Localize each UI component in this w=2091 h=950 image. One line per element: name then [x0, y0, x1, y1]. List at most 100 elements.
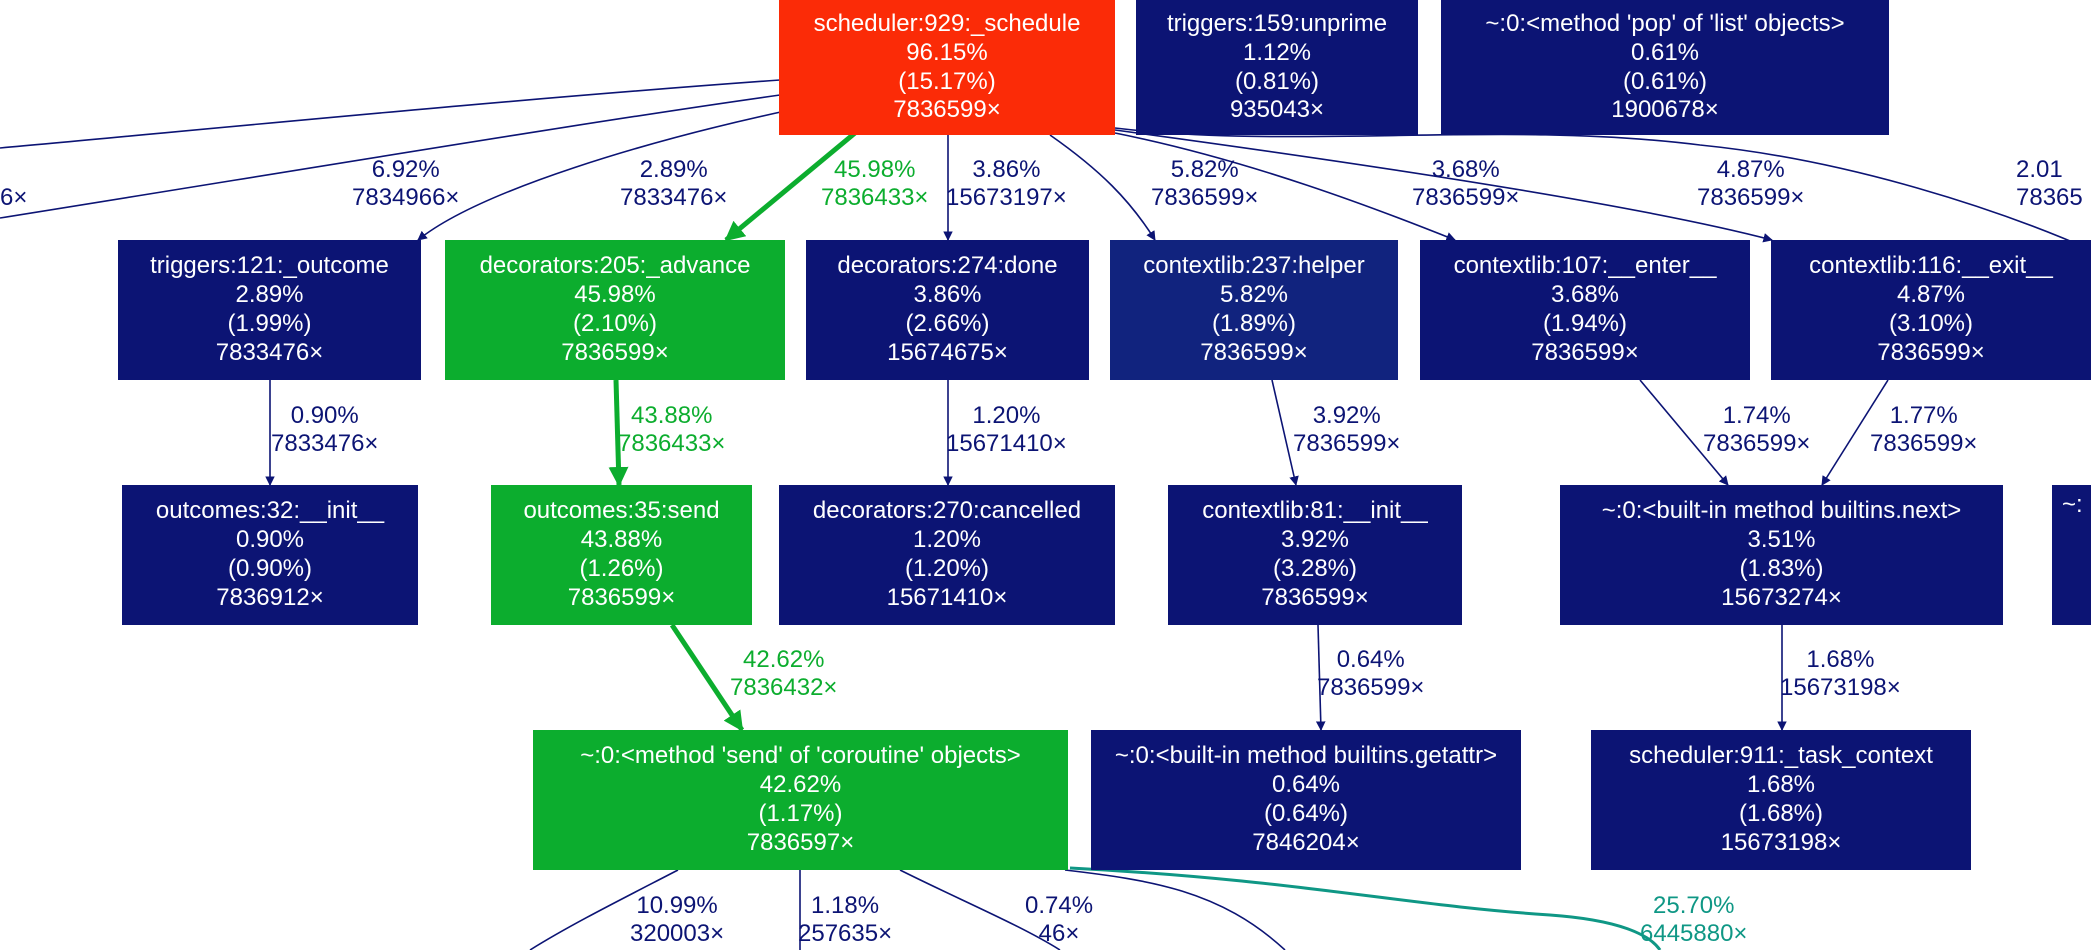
edge-calls: 7836599× [1151, 184, 1259, 211]
node-partial-right[interactable]: ~: [2052, 485, 2091, 625]
edge-coro-teal [1069, 866, 1662, 950]
edge-calls: 15671410× [946, 430, 1067, 457]
node-total: 42.62% [759, 771, 842, 799]
node-outcome[interactable]: triggers:121:_outcome 2.89% (1.99%) 7833… [118, 240, 421, 380]
edge-label: 0.90% 7833476× [271, 402, 378, 458]
edge-calls: 7836599× [1317, 674, 1425, 701]
node-done[interactable]: decorators:274:done 3.86% (2.66%) 156746… [806, 240, 1089, 380]
edge-pct: 10.99% [636, 892, 718, 919]
node-total: 2.89% [235, 281, 304, 309]
node-self: (1.68%) [1738, 800, 1824, 827]
node-self: (1.94%) [1542, 310, 1628, 337]
node-total: 3.86% [913, 281, 982, 309]
node-name: scheduler:929:_schedule [813, 9, 1081, 37]
edge-send-corosend [669, 623, 745, 732]
node-name: decorators:205:_advance [479, 252, 751, 280]
node-calls: 7836599× [1877, 338, 1985, 366]
node-name: ~:0:<built-in method builtins.next> [1601, 497, 1962, 525]
edge-schedule-outcome-long [0, 94, 781, 219]
node-enter[interactable]: contextlib:107:__enter__ 3.68% (1.94%) 7… [1420, 240, 1750, 380]
node-calls: 7836597× [746, 828, 855, 856]
node-total: 0.61% [1630, 38, 1700, 66]
edge-ctxinit-getattr [1315, 624, 1326, 731]
edge-label: 3.68% 7836599× [1412, 156, 1519, 212]
edge-calls: 6× [0, 184, 28, 211]
node-self: (3.28%) [1272, 555, 1358, 582]
node-calls: 15674675× [887, 338, 1008, 366]
node-calls: 7836599× [561, 338, 669, 366]
node-name: ~: [2062, 491, 2083, 518]
node-self: (0.64%) [1263, 800, 1349, 827]
node-total: 3.51% [1747, 526, 1816, 554]
edge-helper-ctxinit [1271, 379, 1299, 486]
edge-label: 2.89% 7833476× [620, 156, 727, 212]
node-calls: 7836599× [567, 583, 676, 611]
node-cancelled[interactable]: decorators:270:cancelled 1.20% (1.20%) 1… [779, 485, 1115, 625]
node-coro-send[interactable]: ~:0:<method 'send' of 'coroutine' object… [533, 730, 1068, 870]
node-exit[interactable]: contextlib:116:__exit__ 4.87% (3.10%) 78… [1771, 240, 2091, 380]
node-getattr[interactable]: ~:0:<built-in method builtins.getattr> 0… [1091, 730, 1521, 870]
edge-schedule-exit [1114, 129, 1773, 243]
node-name: contextlib:237:helper [1143, 252, 1365, 280]
node-calls: 15673198× [1720, 828, 1842, 856]
node-total: 0.64% [1271, 771, 1341, 799]
edge-calls: 15673197× [946, 184, 1067, 211]
node-self: (2.10%) [572, 310, 658, 337]
edge-label: 4.87% 7836599× [1697, 156, 1804, 212]
edge-pct: 43.88% [631, 402, 713, 429]
node-unprime[interactable]: triggers:159:unprime 1.12% (0.81%) 93504… [1136, 0, 1418, 135]
edge-pct: 5.82% [1170, 156, 1239, 183]
edge-pct: 0.64% [1336, 646, 1405, 673]
edge-pct: 42.62% [743, 646, 825, 673]
node-advance[interactable]: decorators:205:_advance 45.98% (2.10%) 7… [445, 240, 785, 380]
edge-pct: 0.74% [1025, 892, 1094, 919]
node-name: decorators:274:done [837, 252, 1058, 280]
node-pop[interactable]: ~:0:<method 'pop' of 'list' objects> 0.6… [1441, 0, 1889, 135]
edge-pct: 1.18% [811, 892, 880, 919]
node-total: 3.68% [1550, 281, 1620, 309]
edge-calls: 46× [1038, 920, 1080, 947]
node-total: 96.15% [906, 38, 988, 66]
node-ctx-init[interactable]: contextlib:81:__init__ 3.92% (3.28%) 783… [1168, 485, 1462, 625]
edge-calls: 7836599× [1703, 430, 1811, 457]
edge-label: 1.68% 15673198× [1780, 646, 1901, 702]
node-name: ~:0:<method 'pop' of 'list' objects> [1485, 9, 1845, 37]
node-schedule[interactable]: scheduler:929:_schedule 96.15% (15.17%) … [779, 0, 1115, 135]
edge-pct: 1.20% [972, 402, 1041, 429]
edge-label: 5.82% 7836599× [1151, 156, 1258, 212]
node-name: outcomes:32:__init__ [155, 497, 385, 525]
node-calls: 7836599× [893, 96, 1001, 124]
edge-calls: 257635× [798, 920, 893, 947]
node-send[interactable]: outcomes:35:send 43.88% (1.26%) 7836599× [491, 485, 752, 625]
edge-calls: 7836433× [821, 184, 929, 211]
edge-pct: 1.74% [1722, 402, 1791, 429]
node-name: scheduler:911:_task_context [1629, 742, 1933, 770]
edge-calls: 7836433× [618, 430, 726, 457]
node-name: contextlib:107:__enter__ [1453, 252, 1717, 280]
edge-schedule-outcome [417, 109, 791, 241]
edge-advance-send [608, 379, 629, 487]
node-self: (1.89%) [1211, 310, 1297, 337]
node-calls: 1900678× [1611, 96, 1719, 124]
edge-schedule-helper [1049, 134, 1156, 241]
node-helper[interactable]: contextlib:237:helper 5.82% (1.89%) 7836… [1110, 240, 1398, 380]
node-self: (2.66%) [905, 310, 990, 337]
edge-pct: 4.87% [1716, 156, 1785, 183]
node-total: 45.98% [574, 281, 656, 309]
edge-pct: 45.98% [834, 156, 916, 183]
edge-label: 0.74% 46× [1025, 892, 1093, 948]
node-self: (1.26%) [579, 555, 664, 582]
edge-calls: 7836599× [1293, 430, 1401, 457]
edge-label: 1.77% 7836599× [1870, 402, 1977, 458]
edge-coro-a [529, 869, 679, 950]
edge-pct: 2.89% [639, 156, 708, 183]
node-next[interactable]: ~:0:<built-in method builtins.next> 3.51… [1560, 485, 2003, 625]
node-outcomes-init[interactable]: outcomes:32:__init__ 0.90% (0.90%) 78369… [122, 485, 418, 625]
edge-label: 1.20% 15671410× [946, 402, 1067, 458]
node-calls: 7846204× [1252, 828, 1360, 856]
edge-label: 6.92% 7834966× [352, 156, 459, 212]
node-task-context[interactable]: scheduler:911:_task_context 1.68% (1.68%… [1591, 730, 1971, 870]
edge-label-right-cut: 2.01 78365 [2016, 156, 2083, 212]
edge-pct: 1.68% [1806, 646, 1875, 673]
